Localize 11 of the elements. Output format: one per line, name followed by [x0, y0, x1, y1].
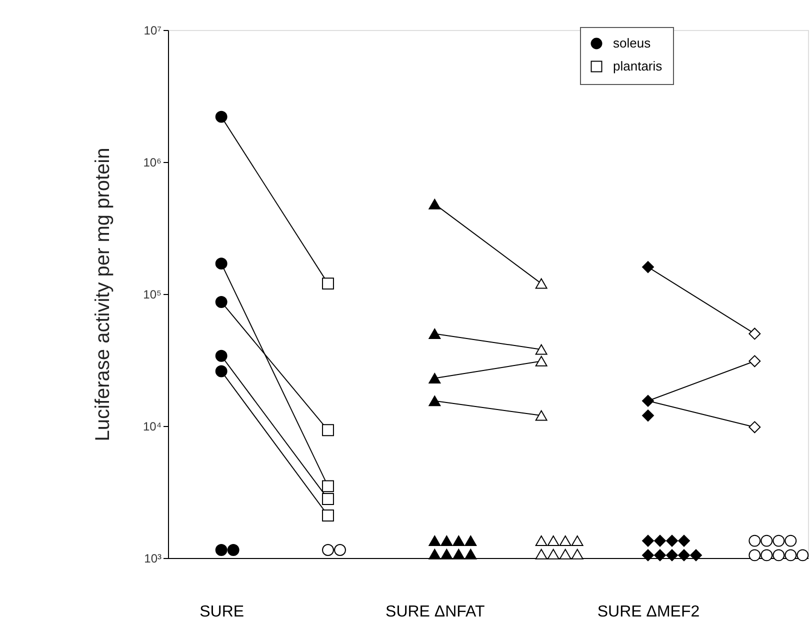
- legend-label: soleus: [613, 36, 652, 50]
- x-tick-label: SURE ΔMEF2: [597, 604, 700, 620]
- x-tick-label: SURE ΔNFAT: [386, 604, 486, 620]
- y-axis-title: Luciferase activity per mg protein: [92, 148, 114, 442]
- x-tick-label: SURE: [200, 604, 244, 620]
- legend-label: plantaris: [613, 58, 663, 74]
- y-tick-label: 10⁶: [143, 156, 162, 170]
- y-tick-label: 10⁴: [142, 420, 162, 434]
- y-tick-label: 10³: [144, 552, 162, 566]
- y-tick-label: 10⁵: [143, 288, 162, 302]
- y-tick-label: 10⁷: [144, 24, 162, 38]
